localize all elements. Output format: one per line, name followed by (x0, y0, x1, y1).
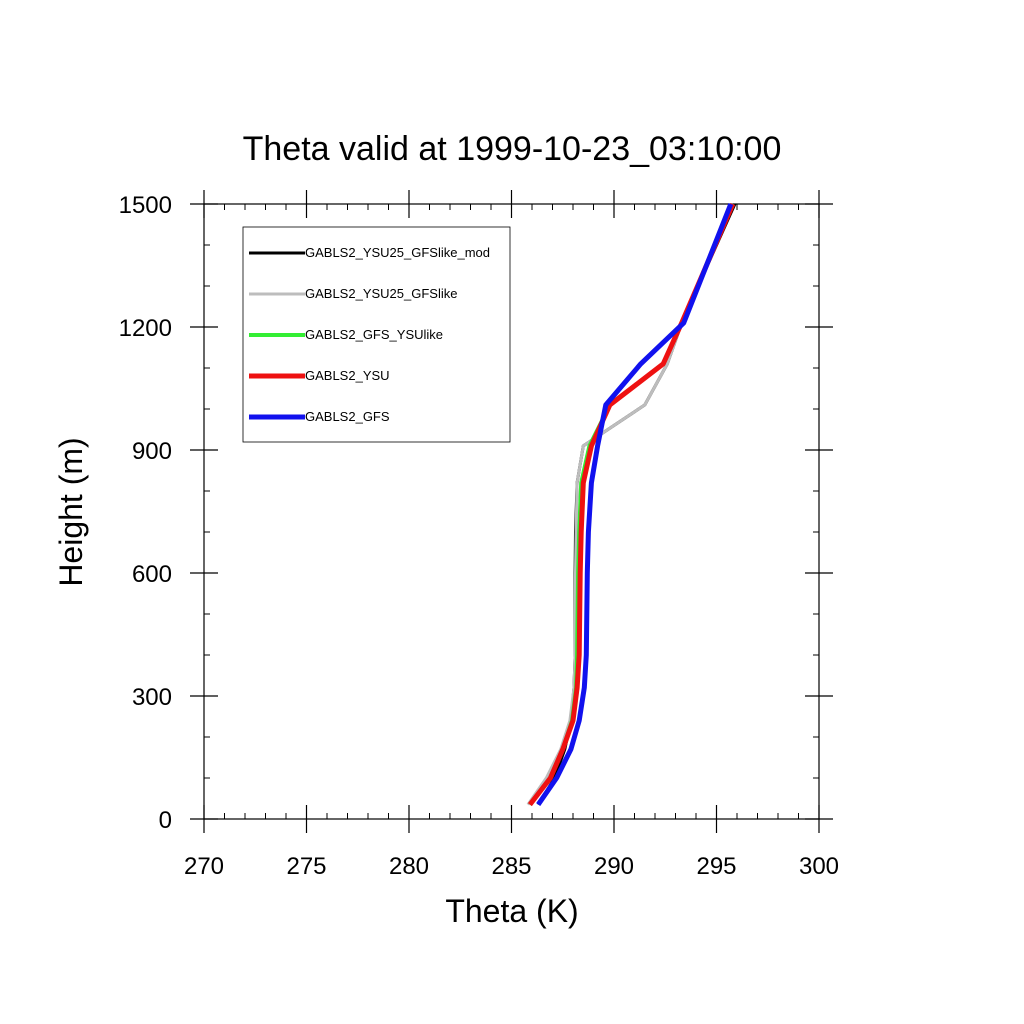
series-line-gabls2-ysu25-gfslike (526, 203, 735, 806)
x-tick-label: 275 (286, 853, 326, 880)
legend-entries: GABLS2_YSU25_GFSlike_mod GABLS2_YSU25_GFS… (249, 245, 490, 424)
y-tick-labels: 0 300 600 900 1200 1500 (119, 192, 172, 834)
series-line-gabls2-ysu (527, 203, 736, 807)
y-tick-label: 600 (132, 561, 172, 588)
series-line-gabls2-gfs (536, 203, 734, 807)
y-tick-label: 0 (159, 807, 172, 834)
legend-label: GABLS2_GFS_YSUlike (305, 327, 443, 342)
series-line-gabls2-gfs-ysulike (528, 203, 735, 806)
series-line-gabls2-ysu25-gfslike-mod (536, 203, 737, 806)
x-tick-label: 280 (389, 853, 429, 880)
legend: GABLS2_YSU25_GFSlike_mod GABLS2_YSU25_GFS… (242, 226, 511, 443)
y-tick-label: 1500 (119, 192, 172, 219)
x-tick-label: 270 (184, 853, 224, 880)
x-tick-label: 295 (696, 853, 736, 880)
x-axis-label: Theta (K) (445, 893, 578, 929)
legend-label: GABLS2_YSU25_GFSlike_mod (305, 245, 490, 260)
chart-title: Theta valid at 1999-10-23_03:10:00 (243, 130, 782, 168)
x-tick-label: 290 (594, 853, 634, 880)
x-tick-labels: 270 275 280 285 290 295 300 (184, 853, 839, 880)
series-lines (526, 203, 737, 807)
legend-label: GABLS2_YSU (305, 368, 390, 383)
x-tick-label: 285 (491, 853, 531, 880)
y-tick-label: 900 (132, 438, 172, 465)
y-tick-label: 300 (132, 684, 172, 711)
y-axis-label: Height (m) (53, 437, 89, 586)
y-tick-label: 1200 (119, 315, 172, 342)
legend-label: GABLS2_YSU25_GFSlike (305, 286, 457, 301)
legend-label: GABLS2_GFS (305, 409, 390, 424)
major-ticks (190, 190, 833, 833)
x-tick-label: 300 (799, 853, 839, 880)
